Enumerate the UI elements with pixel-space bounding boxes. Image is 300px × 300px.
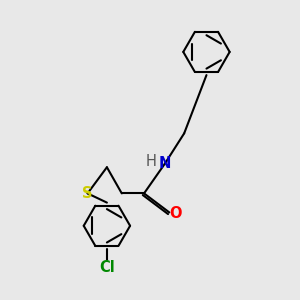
Text: S: S xyxy=(82,186,93,201)
Text: O: O xyxy=(169,206,182,220)
Text: Cl: Cl xyxy=(99,260,115,275)
Text: H: H xyxy=(145,154,156,169)
Text: N: N xyxy=(159,156,171,171)
